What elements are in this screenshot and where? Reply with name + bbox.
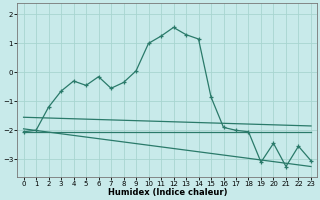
X-axis label: Humidex (Indice chaleur): Humidex (Indice chaleur) xyxy=(108,188,227,197)
